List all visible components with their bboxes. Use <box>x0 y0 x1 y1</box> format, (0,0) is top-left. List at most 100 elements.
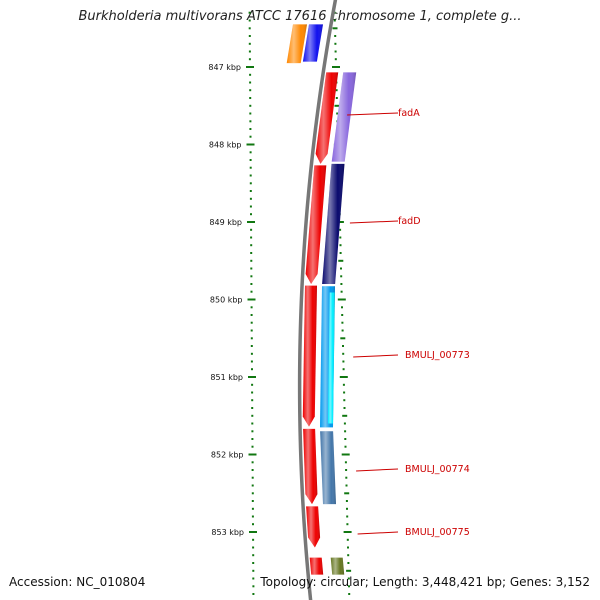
backbone <box>297 0 338 600</box>
ruler-minor-tick <box>334 50 337 53</box>
ruler-minor-tick <box>347 577 350 580</box>
gene-label-line <box>347 112 399 116</box>
cds-block-shade <box>306 506 321 548</box>
gene-label: BMULJ_00773 <box>405 350 470 361</box>
ruler-minor-tick <box>344 430 347 433</box>
ruler-major-tick <box>339 376 348 378</box>
ruler-minor-tick <box>252 577 255 580</box>
gene-block <box>331 72 357 162</box>
ruler-minor-tick <box>251 407 254 409</box>
ruler-minor-tick <box>250 345 253 347</box>
ruler-label: 853 kbp <box>211 528 244 537</box>
ruler-minor-tick <box>340 290 343 293</box>
ruler-minor-tick <box>249 112 252 115</box>
ruler-minor-tick <box>251 492 254 495</box>
ruler-minor-tick <box>249 197 252 200</box>
ruler-minor-tick <box>343 407 346 409</box>
gene-labels: fadA fadD BMULJ_00773 BMULJ_00774 BMULJ_0077… <box>347 108 470 538</box>
ruler-minor-tick <box>344 461 347 464</box>
ruler-minor-tick <box>251 422 254 425</box>
ruler-minor-tick <box>346 538 349 541</box>
ruler-minor-tick <box>342 345 344 347</box>
ruler-minor-tick <box>251 445 254 448</box>
ruler-minor-tick <box>344 445 347 448</box>
ruler-minor-tick <box>250 352 253 355</box>
partial-feature-shade <box>330 557 345 575</box>
ruler-minor-tick <box>248 58 251 61</box>
ruler-minor-tick <box>249 182 252 185</box>
ruler-minor-tick <box>250 314 253 316</box>
ruler-minor-tick <box>251 399 254 402</box>
ruler-minor-tick <box>338 259 344 262</box>
cds-block-shade <box>305 165 327 284</box>
ruler-minor-tick <box>249 104 252 107</box>
ruler-minor-tick <box>250 290 253 293</box>
ruler-minor-tick <box>334 58 337 61</box>
ruler-minor-tick <box>346 507 348 510</box>
gene-highlight <box>328 292 335 424</box>
partial-feature <box>286 24 307 64</box>
ruler-minor-tick <box>346 515 349 518</box>
ruler-minor-tick <box>341 329 344 332</box>
ruler-minor-tick <box>251 414 254 417</box>
ruler-major-tick <box>343 531 352 533</box>
gene-label: fadA <box>398 108 420 119</box>
ruler-minor-tick <box>345 476 348 479</box>
ruler-major-tick <box>247 298 256 301</box>
ruler-minor-tick <box>252 523 254 526</box>
gene-label-line <box>349 220 399 224</box>
ruler-minor-tick <box>347 562 350 564</box>
ruler-minor-tick <box>251 500 254 502</box>
ruler-minor-tick <box>334 42 337 45</box>
ruler-minor-tick <box>250 252 253 254</box>
ruler-minor-tick <box>252 593 255 595</box>
ruler-minor-tick <box>339 252 342 254</box>
ruler-minor-tick <box>250 228 253 231</box>
gene-block-shade <box>322 163 345 284</box>
ruler-minor-tick <box>250 321 253 324</box>
ruler-minor-tick <box>340 283 343 285</box>
ruler-minor-tick <box>250 360 253 363</box>
ruler-minor-tick <box>249 135 252 138</box>
ruler-minor-tick <box>249 81 252 84</box>
ruler-minor-tick <box>248 19 251 22</box>
ruler-minor-tick <box>342 368 345 371</box>
ruler-minor-tick <box>251 476 254 479</box>
cds-block <box>305 165 327 284</box>
ruler-label: 850 kbp <box>210 296 243 305</box>
ruler-major-tick <box>337 298 346 301</box>
ruler-minor-tick <box>348 585 350 588</box>
ruler-minor-tick <box>248 35 251 37</box>
ruler-minor-tick <box>346 523 349 526</box>
map-title: Burkholderia multivorans ATCC 17616 chro… <box>78 9 522 24</box>
cds-block <box>309 557 324 575</box>
ruler-minor-tick <box>251 430 254 433</box>
ruler-minor-tick <box>250 259 253 262</box>
gene-highlight-shade <box>328 292 335 424</box>
ruler-minor-tick <box>250 236 253 239</box>
ruler-minor-tick <box>341 306 343 309</box>
ruler-minor-tick <box>334 104 340 107</box>
ruler-minor-tick <box>343 399 346 402</box>
ruler-minor-tick <box>348 593 351 595</box>
ruler-minor-tick <box>335 97 338 99</box>
ruler-minor-tick <box>251 507 254 510</box>
cds-block <box>306 506 321 548</box>
ruler-minor-tick <box>249 73 252 76</box>
gene-block <box>320 431 336 505</box>
ruler-minor-tick <box>250 244 253 247</box>
ruler-minor-tick <box>341 321 344 324</box>
ruler-minor-tick <box>249 174 252 177</box>
ruler-minor-tick <box>248 27 251 30</box>
ruler-minor-tick <box>343 391 346 394</box>
ruler-minor-tick <box>345 469 348 471</box>
ruler-minor-tick <box>250 213 252 216</box>
ruler-minor-tick <box>249 151 252 154</box>
gene-block-shade <box>320 431 336 505</box>
ruler-minor-tick <box>249 89 252 92</box>
ruler-label: 851 kbp <box>210 373 243 382</box>
ruler-minor-tick <box>249 97 252 99</box>
ruler-label: 848 kbp <box>209 141 242 150</box>
ruler-major-tick <box>248 376 256 378</box>
ruler-minor-tick <box>347 554 350 557</box>
